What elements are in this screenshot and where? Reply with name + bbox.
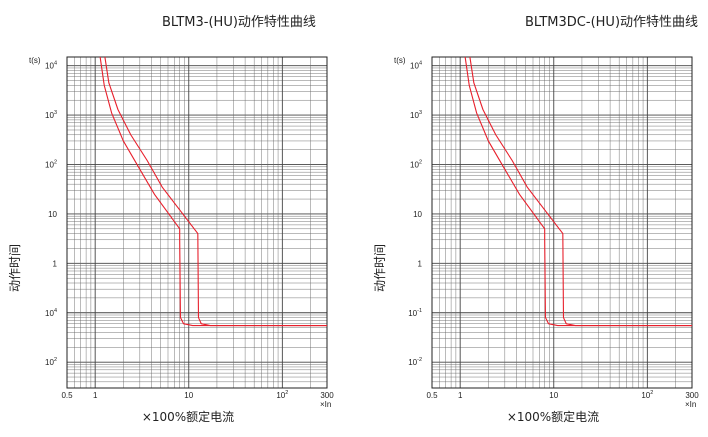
- y-tick-label-base: 10: [45, 358, 54, 367]
- y-tick-label-base: 10: [410, 161, 419, 170]
- y-axis-unit: t(s): [29, 56, 41, 65]
- x-tick-label: 102: [641, 390, 653, 400]
- y-axis-label: 动作时间: [8, 244, 22, 292]
- y-tick-label-base: 10: [410, 111, 419, 120]
- y-tick-label-base: 10: [408, 309, 417, 318]
- x-axis-label: ×100%额定电流: [142, 409, 234, 424]
- y-tick-label: 10-1: [408, 308, 422, 318]
- y-tick-label: 102: [45, 160, 57, 170]
- y-tick-label-base: 10: [45, 161, 54, 170]
- x-tick-label-base: 1: [93, 391, 98, 400]
- series-line-lower: [99, 56, 327, 327]
- x-tick-label-base: 300: [685, 391, 699, 400]
- grid: [66, 57, 328, 389]
- y-tick-label-base: 1: [418, 259, 423, 268]
- y-tick-label-exponent: 2: [419, 160, 422, 166]
- y-tick-label-exponent: 3: [54, 110, 57, 116]
- x-tick-label-base: 10: [276, 391, 285, 400]
- series-line-upper: [469, 56, 692, 327]
- y-tick-label-exponent: 4: [54, 308, 57, 314]
- x-tick-label: 10: [549, 391, 558, 400]
- x-tick-label: 300: [320, 391, 334, 400]
- y-tick-label: 104: [45, 308, 57, 318]
- y-tick-label: 10: [413, 210, 422, 219]
- x-tick-label: 10: [184, 391, 193, 400]
- x-tick-label-base: 300: [320, 391, 334, 400]
- y-tick-label-base: 10: [48, 210, 57, 219]
- x-tick-label-base: 1: [458, 391, 463, 400]
- x-tick-label: 0.5: [61, 391, 73, 400]
- y-tick-label: 103: [410, 110, 422, 120]
- y-tick-label: 103: [45, 110, 57, 120]
- chart-title: BLTM3DC-(HU)动作特性曲线: [525, 15, 698, 30]
- y-tick-label: 104: [410, 61, 422, 71]
- x-tick-label-exponent: 2: [285, 390, 288, 396]
- y-tick-label-exponent: 3: [419, 110, 422, 116]
- plot-frame: [66, 56, 328, 389]
- x-tick-label-base: 0.5: [426, 391, 438, 400]
- x-axis-unit: ×In: [320, 400, 331, 409]
- y-tick-label-exponent: 2: [54, 357, 57, 363]
- y-tick-label-base: 1: [53, 259, 58, 268]
- y-tick-label: 10: [48, 210, 57, 219]
- series-line-lower: [464, 56, 692, 327]
- x-tick-label: 1: [93, 391, 98, 400]
- x-axis-unit: ×In: [685, 400, 696, 409]
- series-line-upper: [104, 56, 327, 327]
- y-tick-label-base: 10: [45, 62, 54, 71]
- y-tick-label-base: 10: [45, 111, 54, 120]
- y-tick-label-exponent: -1: [417, 308, 422, 314]
- y-tick-label: 104: [45, 61, 57, 71]
- y-tick-label: 1: [418, 259, 423, 268]
- y-tick-label-base: 10: [45, 309, 54, 318]
- y-tick-label-exponent: 4: [419, 61, 422, 67]
- y-tick-label: 1: [53, 259, 58, 268]
- y-tick-label-base: 10: [413, 210, 422, 219]
- x-tick-label: 0.5: [426, 391, 438, 400]
- x-axis-label: ×100%额定电流: [507, 409, 599, 424]
- y-axis-unit: t(s): [394, 56, 406, 65]
- y-tick-label-exponent: -2: [417, 357, 422, 363]
- y-tick-label-exponent: 4: [54, 61, 57, 67]
- x-tick-label-base: 10: [641, 391, 650, 400]
- y-tick-label-base: 10: [410, 62, 419, 71]
- y-tick-label-exponent: 2: [54, 160, 57, 166]
- x-tick-label: 300: [685, 391, 699, 400]
- x-tick-label-exponent: 2: [650, 390, 653, 396]
- y-axis-label: 动作时间: [373, 244, 387, 292]
- y-tick-label: 102: [45, 357, 57, 367]
- grid: [431, 57, 693, 389]
- chart-title: BLTM3-(HU)动作特性曲线: [162, 15, 316, 30]
- x-tick-label-base: 10: [184, 391, 193, 400]
- y-tick-label: 102: [410, 160, 422, 170]
- x-tick-label-base: 10: [549, 391, 558, 400]
- chart-right: BLTM3DC-(HU)动作特性曲线10410310210110-110-20.…: [373, 15, 699, 424]
- x-tick-label: 102: [276, 390, 288, 400]
- y-tick-label-base: 10: [408, 358, 417, 367]
- x-tick-label-base: 0.5: [61, 391, 73, 400]
- plot-frame: [431, 56, 693, 389]
- y-tick-label: 10-2: [408, 357, 422, 367]
- x-tick-label: 1: [458, 391, 463, 400]
